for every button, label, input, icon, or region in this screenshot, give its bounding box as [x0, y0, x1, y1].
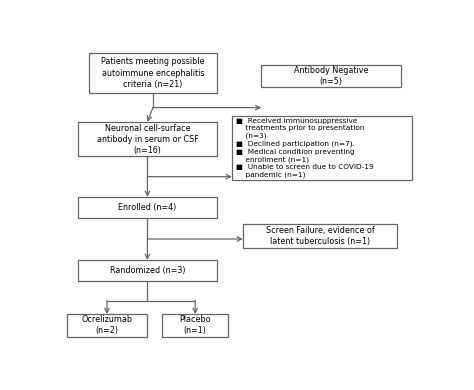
FancyBboxPatch shape	[78, 122, 217, 156]
Text: ■  Received immunosuppressive
    treatments prior to presentation
    (n=3)
■  : ■ Received immunosuppressive treatments …	[237, 118, 374, 178]
FancyBboxPatch shape	[261, 65, 401, 87]
Text: Neuronal cell-surface
antibody in serum or CSF
(n=16): Neuronal cell-surface antibody in serum …	[97, 124, 198, 155]
FancyBboxPatch shape	[66, 314, 147, 337]
FancyBboxPatch shape	[78, 260, 217, 281]
Text: Antibody Negative
(n=5): Antibody Negative (n=5)	[294, 66, 368, 86]
FancyBboxPatch shape	[162, 314, 228, 337]
Text: Patients meeting possible
autoimmune encephalitis
criteria (n=21): Patients meeting possible autoimmune enc…	[101, 57, 205, 89]
Text: Randomized (n=3): Randomized (n=3)	[109, 266, 185, 275]
FancyBboxPatch shape	[243, 224, 397, 248]
FancyBboxPatch shape	[78, 197, 217, 218]
Text: Placebo
(n=1): Placebo (n=1)	[179, 315, 211, 335]
Text: Screen Failure, evidence of
latent tuberculosis (n=1): Screen Failure, evidence of latent tuber…	[266, 226, 374, 246]
Text: Enrolled (n=4): Enrolled (n=4)	[118, 203, 176, 212]
FancyBboxPatch shape	[89, 53, 217, 93]
Text: Ocrelizumab
(n=2): Ocrelizumab (n=2)	[82, 315, 133, 335]
FancyBboxPatch shape	[232, 116, 412, 181]
